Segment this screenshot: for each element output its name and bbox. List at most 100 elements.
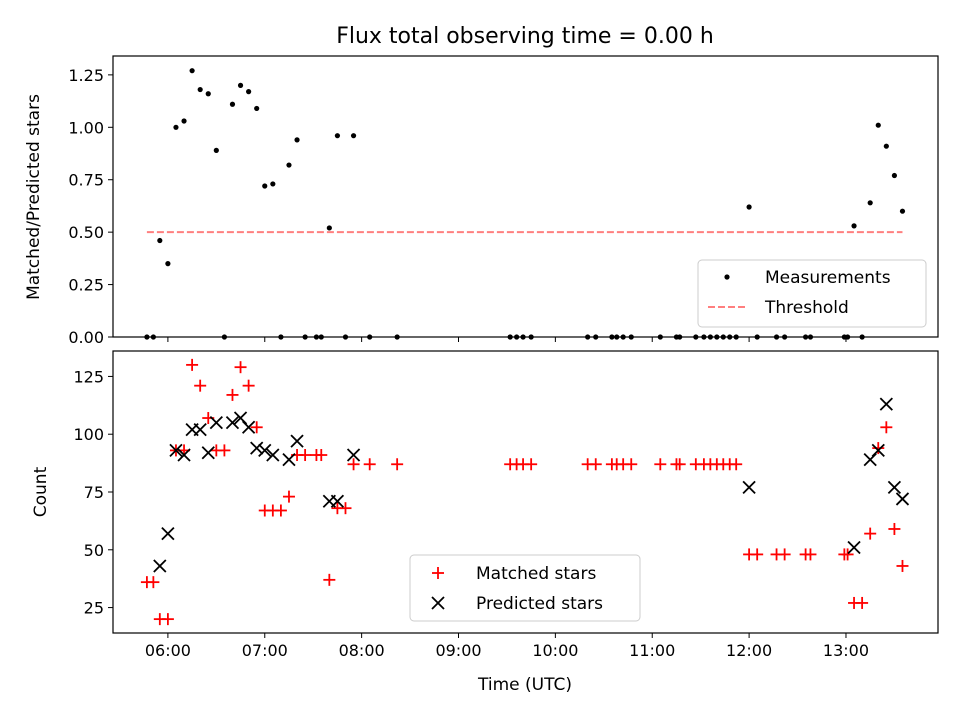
measurement-point [246,89,252,95]
measurement-point [205,91,211,97]
predicted-stars-point [169,443,183,458]
ratio-legend-box [697,259,927,328]
matched-stars-point [339,502,352,515]
matched-stars-point [391,458,404,471]
measurement-point [867,200,873,206]
measurement-point [891,172,898,179]
count-y-axis-label: Count [31,466,51,517]
predicted-stars-point [282,453,296,467]
matched-stars-point [186,358,199,371]
count-data-layer [140,358,910,626]
ratio-y-axis-label: Matched/Predicted stars [24,94,44,300]
ratio-panel: Flux total observing time = 0.00 h Match… [24,24,939,347]
matched-stars-point [161,613,174,626]
predicted-stars-point [290,434,304,448]
matched-stars-legend-label: Matched stars [476,564,596,584]
matched-stars-point [147,576,160,589]
count-panel: Count Time (UTC) 25 50 75 100 125 06:00 07:00 0… [31,350,939,695]
matched-stars-point [856,596,869,609]
matched-stars-point [525,458,538,471]
predicted-stars-point [742,480,756,495]
matched-stars-point [730,458,743,471]
count-x-tick-label: 06:00 [145,641,191,660]
ratio-y-tick-label: 1.00 [68,118,104,137]
measurement-point [875,122,881,128]
ratio-y-tick-label: 0.75 [68,171,104,190]
measurement-point [157,237,163,244]
predicted-stars-point [225,416,240,430]
matched-stars-point [323,573,336,586]
count-x-tick-label: 10:00 [532,641,578,660]
matched-stars-point [218,444,231,457]
matched-stars-point [234,361,247,374]
matched-stars-point [250,421,263,434]
matched-stars-point [880,421,893,434]
matched-stars-point [625,458,638,471]
measurement-point [165,261,171,267]
predicted-stars-legend-marker [431,596,445,610]
matched-stars-point [896,559,909,572]
measurement-point [262,183,268,189]
measurement-point [294,137,300,143]
predicted-stars-point [895,492,910,506]
count-legend-box [409,554,641,622]
count-y-tick-label: 100 [73,425,104,444]
measurement-point [334,133,341,139]
matched-stars-point [589,458,602,471]
measurement-point [173,124,179,130]
count-x-tick-label: 11:00 [629,641,675,660]
predicted-stars-point [346,448,361,462]
matched-stars-point [242,379,255,392]
chart-title: Flux total observing time = 0.00 h [336,24,714,49]
count-y-tick-label: 125 [73,367,104,386]
measurements-legend-label: Measurements [765,268,891,288]
count-x-tick-label: 13:00 [823,641,869,660]
count-legend: Matched stars Predicted stars [409,554,641,622]
predicted-stars-point [887,480,902,495]
count-y-tick-label: 50 [84,541,104,560]
measurement-point [197,86,203,93]
measurement-point [181,118,187,124]
count-x-tick-label: 12:00 [726,641,772,660]
matched-stars-point [654,458,667,471]
matched-stars-point [804,548,817,561]
count-y-tick-label: 75 [84,483,104,502]
matched-stars-legend-marker [432,567,444,579]
predicted-stars-point [258,443,272,458]
matched-stars-point [194,379,207,392]
measurement-point [883,143,889,149]
ratio-legend: Measurements Threshold [697,259,927,328]
threshold-legend-label: Threshold [764,298,849,318]
count-x-tick-label: 07:00 [242,641,288,660]
predicted-stars-point [193,422,207,437]
matched-stars-point [888,522,901,535]
measurement-point [746,204,752,210]
ratio-y-tick-label: 0.00 [68,328,104,347]
predicted-stars-point [266,448,280,462]
predicted-stars-point [879,397,893,411]
matched-stars-point [872,442,885,455]
predicted-stars-point [250,441,264,455]
predicted-stars-legend-label: Predicted stars [476,594,603,614]
matched-stars-point [282,490,295,503]
measurement-point [237,82,244,88]
predicted-stars-point [201,446,215,460]
matched-stars-point [864,527,877,540]
matched-stars-point [226,388,239,401]
measurement-point [286,162,292,168]
predicted-stars-point [241,420,256,434]
matched-stars-point [315,449,328,462]
matched-stars-point [299,449,312,462]
ratio-y-tick-label: 0.25 [68,276,104,295]
measurement-point [213,147,219,153]
x-axis-label: Time (UTC) [477,675,572,695]
measurement-point [229,101,236,107]
matched-stars-point [751,548,764,561]
matched-stars-point [778,548,791,561]
measurement-point [350,133,357,139]
predicted-stars-point [847,540,861,555]
predicted-stars-point [871,443,885,458]
measurement-point [851,223,857,229]
matched-stars-point [673,458,686,471]
